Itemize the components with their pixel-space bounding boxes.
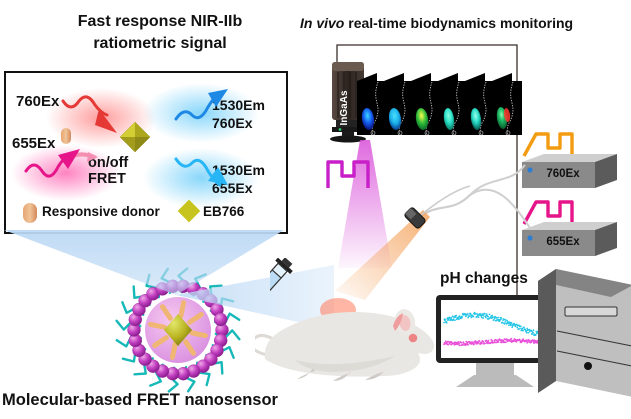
svg-text:655Ex: 655Ex [546,236,580,248]
svg-text:InGaAs: InGaAs [339,90,350,125]
